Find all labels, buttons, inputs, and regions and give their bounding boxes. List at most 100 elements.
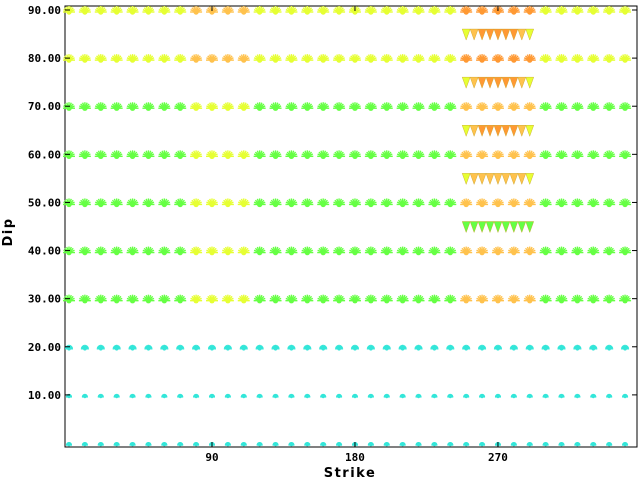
fan-core [511,105,517,111]
fan-marker [428,150,441,160]
fan-core [352,9,358,15]
fan-marker [493,344,502,351]
fan-core [115,443,119,447]
fan-marker [336,393,343,399]
fan-core [193,297,199,304]
fan-core [129,57,136,63]
fan-marker [319,344,328,351]
fan-marker [396,294,409,304]
fan-core [161,57,168,63]
triangle-marker [493,28,503,41]
fan-core [178,443,182,447]
fan-marker [81,441,88,447]
fan-marker [253,54,266,63]
fan-core [320,201,326,208]
fan-core [336,249,342,256]
fan-core [401,443,404,447]
fan-core [272,105,279,111]
fan-core [558,249,565,256]
fan-marker [177,393,184,399]
fan-core [288,105,295,111]
fan-core [113,153,120,160]
fan-marker [460,6,473,15]
fan-core [385,443,389,447]
fan-marker [430,344,439,351]
fan-core [479,57,485,63]
triangle-marker [517,125,527,137]
fan-marker [491,54,504,63]
fan-marker [205,54,218,63]
fan-marker [272,393,279,399]
fan-core [337,395,341,399]
fan-marker [110,198,123,208]
fan-marker [428,246,441,256]
fan-marker [110,246,123,256]
fan-core [528,443,532,447]
fan-core [129,201,136,208]
fan-core [226,346,230,351]
fan-core [559,346,564,351]
fan-marker [207,344,216,351]
fan-marker [555,102,568,111]
fan-marker [333,294,346,304]
fan-marker [205,294,218,304]
fan-marker [590,441,597,447]
triangle-marker [461,221,471,234]
fan-core [622,297,628,304]
fan-core [352,153,358,160]
fan-marker [589,344,598,351]
fan-core [145,153,152,160]
fan-core [543,346,548,351]
triangle-marker [493,76,503,89]
fan-marker [396,102,409,111]
fan-core [161,249,168,256]
fan-marker [161,441,168,447]
fan-marker [476,294,489,304]
fan-core [321,346,325,351]
fan-marker [606,393,613,399]
fan-core [415,105,422,111]
fan-core [272,201,279,208]
fan-core [560,443,563,447]
fan-core [385,395,389,399]
fan-core [98,57,104,63]
fan-marker [205,102,218,111]
fan-core [352,57,358,63]
fan-marker [239,344,248,351]
fan-marker [78,102,91,111]
fan-core [320,9,326,15]
fan-core [353,395,357,399]
fan-core [242,395,246,399]
fan-marker [460,198,473,208]
fan-core [448,395,452,399]
fan-core [463,105,469,111]
fan-core [369,346,373,351]
fan-core [241,153,247,160]
fan-core [574,57,581,63]
fan-marker [460,246,473,256]
fan-core [560,395,563,399]
triangle-marker [469,221,479,234]
fan-core [542,105,549,111]
fan-core [607,346,611,351]
fan-core [463,57,469,63]
triangle-marker [485,125,495,137]
fan-core [241,9,247,15]
fan-marker [415,441,422,447]
fan-marker [78,294,91,304]
fan-marker [333,54,346,63]
fan-marker [190,54,203,63]
triangle-marker [461,173,471,185]
fan-marker [94,150,107,160]
fan-core [558,105,565,111]
fan-marker [142,150,155,160]
fan-marker [590,393,597,399]
fan-core [528,395,532,399]
fan-marker [253,102,266,111]
fan-marker [285,6,298,15]
fan-marker [396,246,409,256]
fan-marker [301,54,314,63]
fan-core [464,395,468,399]
fan-marker [460,294,473,304]
